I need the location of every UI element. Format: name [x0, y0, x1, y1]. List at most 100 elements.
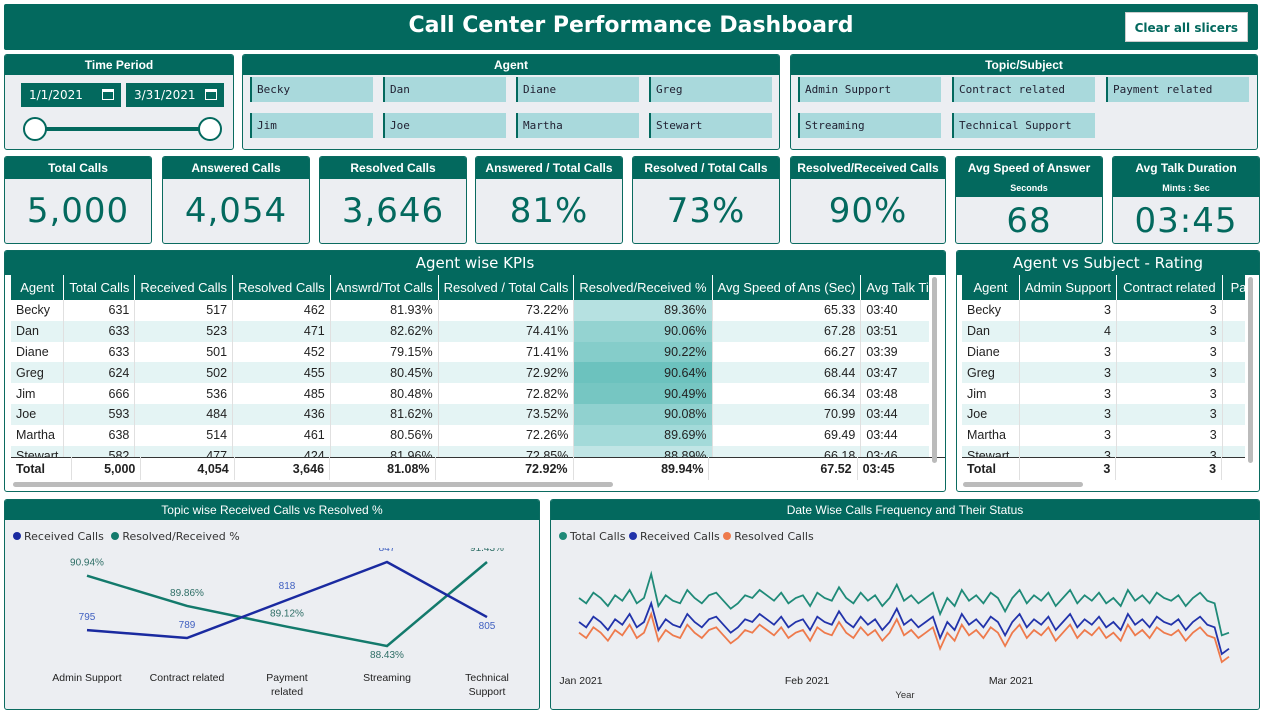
- start-date-field[interactable]: 1/1/2021: [21, 83, 121, 107]
- table-cell: 3: [1019, 383, 1117, 404]
- agent-slicer: Agent Becky Dan Diane Greg Jim Joe Marth…: [242, 54, 780, 150]
- agent-chip[interactable]: Becky: [250, 77, 373, 102]
- legend-label: Received Calls: [24, 530, 104, 543]
- topic-chart-panel: Topic wise Received Calls vs Resolved % …: [4, 499, 540, 710]
- horizontal-scrollbar[interactable]: [963, 482, 1083, 487]
- table-cell: 03:48: [860, 383, 929, 404]
- total-cell: 4,054: [140, 457, 235, 480]
- data-label: 805: [479, 621, 496, 632]
- legend-item[interactable]: Resolved/Received %: [111, 530, 240, 543]
- column-header[interactable]: Contract related: [1116, 275, 1223, 300]
- table-cell: [1222, 320, 1245, 342]
- total-cell: 81.08%: [329, 457, 436, 480]
- table-cell: 74.41%: [438, 320, 575, 342]
- column-header[interactable]: Agent: [962, 275, 1020, 300]
- table-cell: 638: [63, 424, 136, 446]
- table-cell: 593: [63, 403, 136, 425]
- column-header[interactable]: Received Calls: [134, 275, 234, 300]
- agent-chip[interactable]: Dan: [383, 77, 506, 102]
- column-header[interactable]: Pay: [1222, 275, 1245, 300]
- table-cell: 3: [1019, 341, 1117, 363]
- header-bar: Call Center Performance Dashboard Clear …: [4, 4, 1258, 50]
- horizontal-scrollbar[interactable]: [13, 482, 613, 487]
- total-cell: 3,646: [234, 457, 331, 480]
- end-date-field[interactable]: 3/31/2021: [126, 83, 224, 107]
- table-row: Martha 3 3: [962, 424, 1245, 446]
- table-cell: 436: [232, 403, 331, 425]
- table-cell: 90.49%: [573, 383, 713, 404]
- kpi-title: Answered Calls: [163, 157, 309, 179]
- column-header[interactable]: Resolved Calls: [232, 275, 331, 300]
- table-cell: Martha: [11, 424, 65, 446]
- date-range-track[interactable]: [35, 127, 210, 131]
- series-line: [578, 611, 1230, 664]
- x-tick-label: Technical: [465, 672, 509, 684]
- data-label: 789: [179, 620, 196, 631]
- legend-item[interactable]: Received Calls: [13, 530, 104, 543]
- column-header[interactable]: Avg Speed of Ans (Sec): [712, 275, 862, 300]
- table-cell: 81.62%: [330, 403, 439, 425]
- table-row: Joe 593 484 436 81.62% 73.52% 90.08% 70.99 03:44: [11, 403, 929, 425]
- agent-chip[interactable]: Greg: [649, 77, 772, 102]
- kpi-card-answered-calls: Answered Calls 4,054: [162, 156, 310, 244]
- column-header[interactable]: Avg Talk Time: [860, 275, 929, 300]
- kpi-value: 73%: [666, 191, 746, 231]
- table-cell: 3: [1019, 300, 1117, 321]
- legend-item[interactable]: Total Calls: [559, 530, 625, 543]
- agent-kpis-title: Agent wise KPIs: [5, 251, 945, 275]
- kpi-card-answered-ratio: Answered / Total Calls 81%: [475, 156, 623, 244]
- legend-item[interactable]: Resolved Calls: [723, 530, 814, 543]
- agent-chip[interactable]: Stewart: [649, 113, 772, 138]
- agent-kpis-table: Agent Total Calls Received Calls Resolved C…: [11, 275, 929, 467]
- column-header[interactable]: Answrd/Tot Calls: [330, 275, 439, 300]
- legend-dot: [111, 532, 120, 540]
- table-cell: 72.26%: [438, 424, 575, 446]
- table-cell: 73.52%: [438, 403, 575, 425]
- table-cell: 81.93%: [330, 300, 439, 321]
- data-label: 88.43%: [370, 650, 404, 661]
- table-cell: 517: [134, 300, 234, 321]
- range-start-handle[interactable]: [23, 117, 47, 141]
- kpi-unit: Seconds: [1010, 183, 1048, 193]
- topic-chip[interactable]: Technical Support: [952, 113, 1095, 138]
- agent-chip[interactable]: Martha: [516, 113, 639, 138]
- column-header[interactable]: Agent: [11, 275, 65, 300]
- clear-all-slicers-button[interactable]: Clear all slicers: [1124, 12, 1248, 42]
- vertical-scrollbar[interactable]: [1248, 277, 1253, 463]
- kpi-card-avg-talk: Avg Talk Duration Mints : Sec 03:45: [1112, 156, 1260, 244]
- topic-chip[interactable]: Contract related: [952, 77, 1095, 102]
- kpi-title: Total Calls: [5, 157, 151, 179]
- column-header[interactable]: Resolved/Received %: [573, 275, 713, 300]
- data-label: 818: [279, 581, 296, 592]
- kpi-card-resolved-ratio: Resolved / Total Calls 73%: [632, 156, 780, 244]
- table-cell: [1222, 300, 1245, 321]
- topic-chip[interactable]: Admin Support: [798, 77, 941, 102]
- table-cell: 03:39: [860, 341, 929, 363]
- x-tick-label: Admin Support: [52, 672, 122, 684]
- x-tick-label: Jan 2021: [559, 675, 602, 687]
- vertical-scrollbar[interactable]: [932, 277, 937, 463]
- agent-chip[interactable]: Diane: [516, 77, 639, 102]
- table-cell: 90.22%: [573, 341, 713, 363]
- page-title: Call Center Performance Dashboard: [408, 13, 854, 38]
- total-cell: Total: [11, 457, 73, 480]
- column-header[interactable]: Resolved / Total Calls: [438, 275, 575, 300]
- table-cell: 455: [232, 362, 331, 384]
- column-header[interactable]: Admin Support: [1019, 275, 1117, 300]
- total-cell: 03:45: [857, 457, 945, 480]
- table-cell: Becky: [962, 300, 1020, 321]
- topic-line-chart: 795 789 818 847 805 90.94% 89.86% 89.12% 88.43% 9…: [52, 548, 509, 698]
- agent-kpis-viewport[interactable]: Agent Total Calls Received Calls Resolved C…: [11, 275, 929, 475]
- agent-chip[interactable]: Jim: [250, 113, 373, 138]
- table-row: Joe 3 3: [962, 403, 1245, 425]
- table-cell: Joe: [11, 403, 65, 425]
- legend-item[interactable]: Received Calls: [628, 530, 720, 543]
- table-cell: 631: [63, 300, 136, 321]
- topic-chip[interactable]: Payment related: [1106, 77, 1249, 102]
- topic-chip[interactable]: Streaming: [798, 113, 941, 138]
- column-header[interactable]: Total Calls: [63, 275, 136, 300]
- range-end-handle[interactable]: [198, 117, 222, 141]
- table-cell: 80.45%: [330, 362, 439, 384]
- agent-chip[interactable]: Joe: [383, 113, 506, 138]
